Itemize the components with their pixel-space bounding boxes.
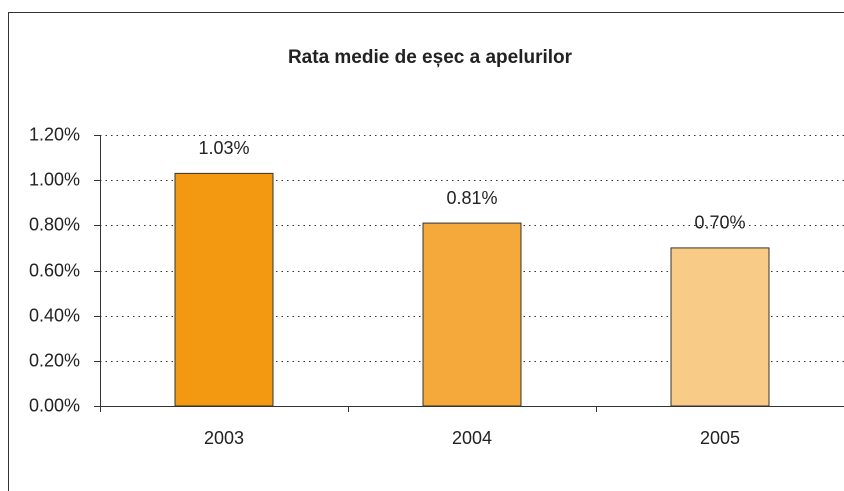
data-label: 0.70% [694,213,745,233]
y-tick-label: 1.20% [29,124,80,144]
x-tick-label: 2005 [700,428,740,448]
y-tick-label: 0.40% [29,305,80,325]
y-tick-label: 1.00% [29,169,80,189]
bar [422,222,522,407]
chart-frame [8,12,844,491]
data-label: 0.81% [446,188,497,208]
x-tick-label: 2003 [204,428,244,448]
chart-title: Rata medie de eșec a apelurilor [288,47,573,68]
x-tick-label: 2004 [452,428,492,448]
y-tick-label: 0.00% [29,395,80,415]
y-tick-label: 0.20% [29,350,80,370]
data-label: 1.03% [198,138,249,158]
y-tick-label: 0.80% [29,214,80,234]
y-tick-label: 0.60% [29,260,80,280]
bar [670,247,770,407]
bar [174,172,274,407]
